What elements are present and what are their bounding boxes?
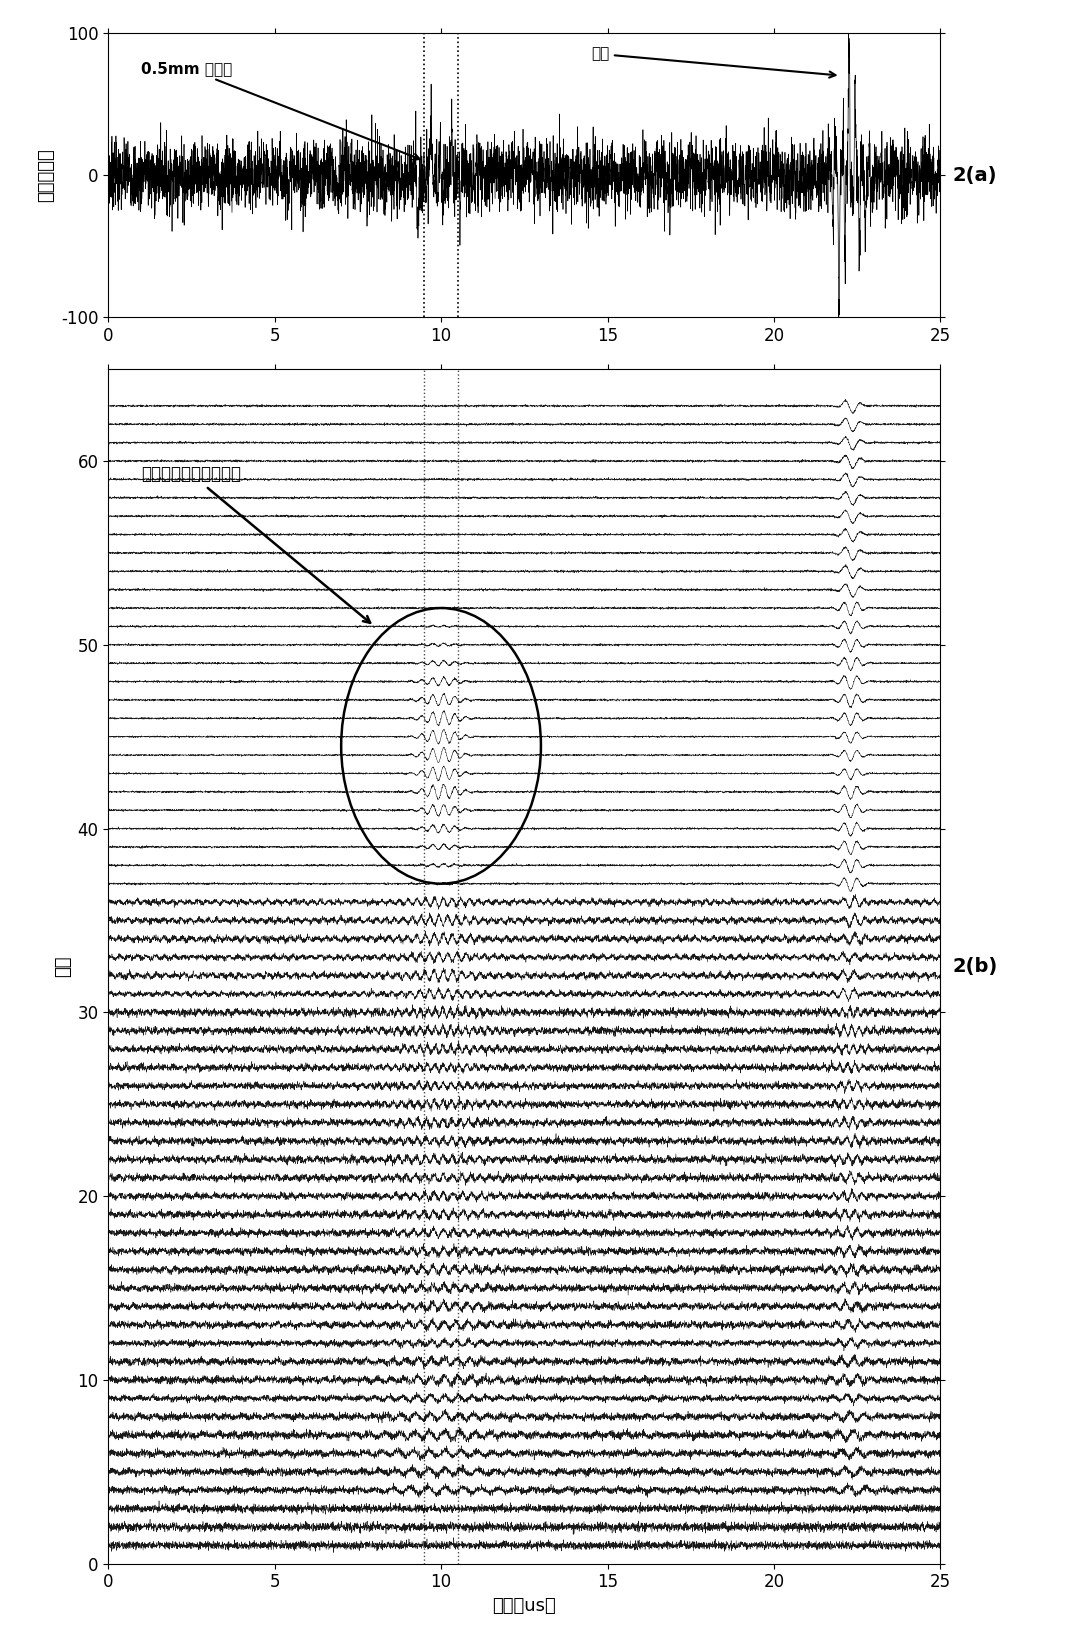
Text: 底波: 底波 <box>591 46 836 77</box>
Y-axis label: 尺度: 尺度 <box>54 956 71 978</box>
Text: 0.5mm 横通孔: 0.5mm 横通孔 <box>142 61 419 160</box>
Text: 提取出的子带缺陷信号: 提取出的子带缺陷信号 <box>142 466 370 622</box>
Text: 2(b): 2(b) <box>953 956 998 976</box>
X-axis label: 时间（us）: 时间（us） <box>493 1597 556 1615</box>
Text: 2(a): 2(a) <box>953 166 998 184</box>
Y-axis label: 幅度（％）: 幅度（％） <box>38 148 55 202</box>
